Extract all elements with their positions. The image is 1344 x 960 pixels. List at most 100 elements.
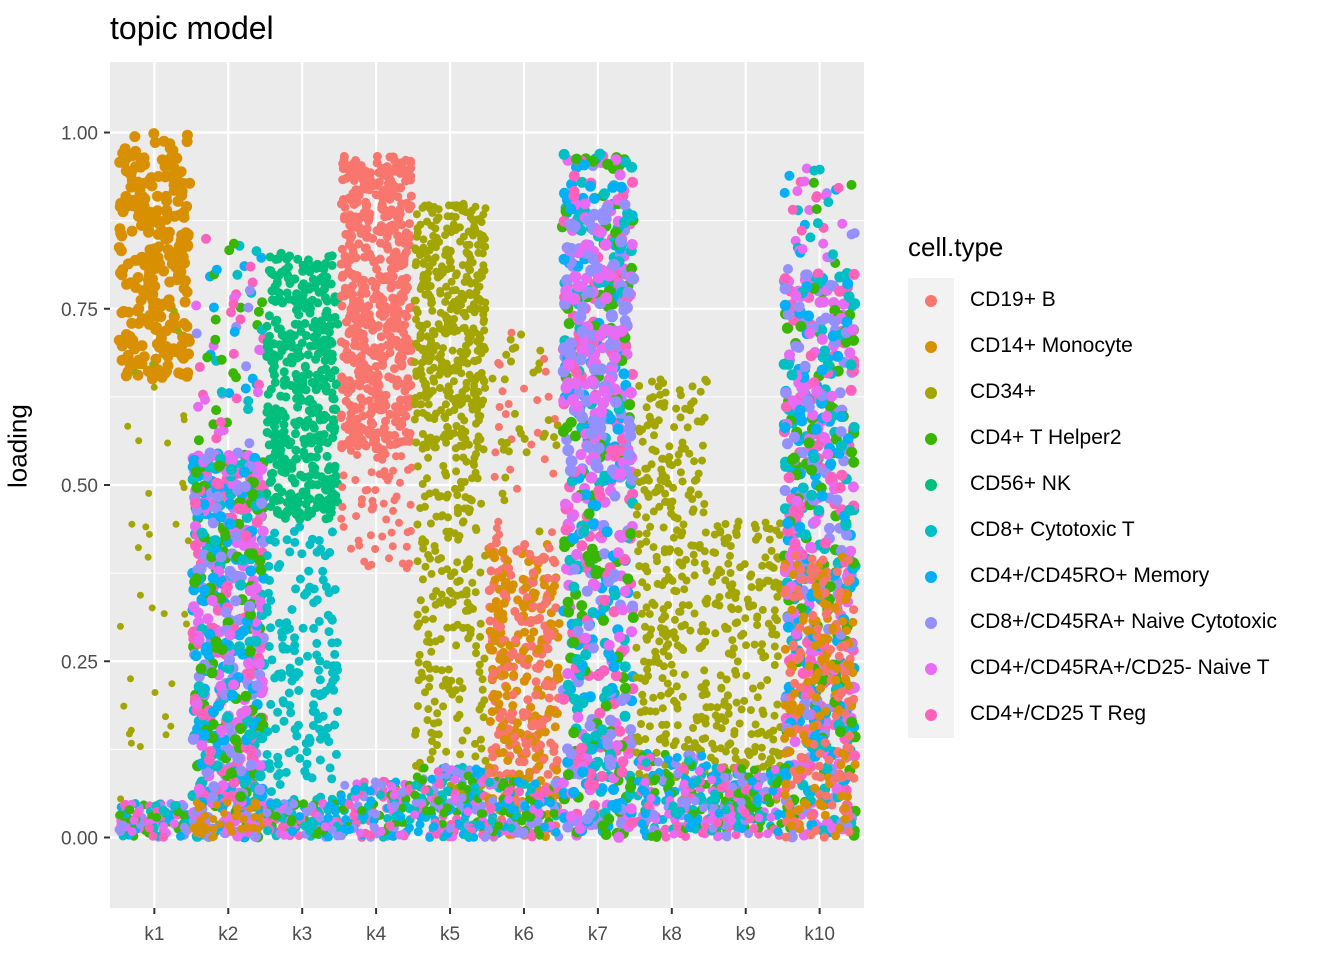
data-point (181, 286, 193, 298)
data-point (271, 724, 280, 734)
data-point (254, 770, 266, 782)
data-point (520, 384, 528, 393)
data-point (323, 438, 332, 448)
data-point (345, 824, 355, 834)
data-point (208, 302, 219, 313)
data-point (332, 661, 342, 671)
data-point (444, 665, 453, 674)
data-point (471, 588, 480, 597)
data-point (540, 455, 549, 464)
data-point (528, 568, 538, 578)
data-point (193, 783, 205, 795)
data-point (513, 828, 523, 838)
data-point (190, 540, 201, 552)
data-point (389, 790, 399, 800)
data-point (285, 547, 295, 557)
data-point (392, 381, 402, 391)
data-point (118, 820, 128, 830)
data-point (269, 361, 279, 371)
data-point (160, 610, 168, 618)
data-point (295, 574, 305, 584)
data-point (310, 341, 319, 350)
data-point (413, 610, 422, 619)
data-point (152, 205, 163, 217)
data-point (546, 738, 556, 748)
data-point (134, 544, 142, 552)
data-point (346, 255, 356, 265)
data-point (552, 756, 562, 765)
data-point (244, 438, 255, 449)
data-point (325, 800, 335, 810)
data-point (488, 668, 498, 678)
data-point (544, 392, 553, 401)
data-point (125, 277, 136, 289)
data-point (340, 780, 350, 790)
data-point (180, 227, 192, 239)
data-point (278, 408, 288, 418)
data-point (508, 690, 518, 700)
data-point (426, 554, 434, 563)
data-point (354, 536, 363, 545)
data-point (456, 750, 465, 759)
data-point (222, 711, 233, 723)
data-point (189, 497, 201, 509)
data-point (402, 397, 412, 407)
data-point (434, 730, 443, 739)
data-point (313, 349, 323, 359)
data-point (170, 346, 181, 358)
data-point (315, 675, 325, 685)
data-point (176, 190, 188, 201)
data-point (604, 338, 617, 351)
data-point (562, 444, 575, 457)
data-point (162, 360, 174, 372)
data-point (320, 822, 330, 832)
data-point (324, 279, 334, 289)
data-point (307, 773, 317, 783)
data-point (147, 216, 159, 228)
data-point (378, 532, 387, 541)
data-point (522, 448, 531, 457)
data-point (461, 312, 470, 321)
data-point (267, 655, 277, 665)
data-point (340, 422, 350, 432)
data-point (228, 298, 239, 309)
data-point (486, 585, 495, 595)
data-point (192, 828, 201, 837)
data-point (337, 440, 347, 450)
data-point (303, 651, 312, 661)
data-point (619, 585, 631, 597)
data-point (262, 603, 272, 613)
data-point (410, 810, 420, 820)
data-point (124, 422, 132, 430)
data-point (325, 763, 335, 773)
data-point (355, 298, 365, 308)
data-point (220, 606, 232, 618)
data-point (162, 713, 169, 721)
data-point (495, 403, 504, 411)
data-point (127, 194, 139, 206)
data-point (302, 747, 312, 757)
data-point (313, 259, 322, 269)
data-point (234, 723, 246, 734)
data-point (245, 745, 257, 757)
data-point (391, 402, 400, 412)
data-point (363, 486, 372, 494)
data-point (431, 253, 440, 262)
data-point (450, 775, 460, 785)
data-point (495, 654, 505, 664)
data-point (287, 342, 297, 352)
data-point (501, 473, 510, 482)
data-point (207, 572, 219, 584)
data-point (196, 816, 205, 825)
data-point (304, 506, 314, 516)
data-point (434, 205, 443, 214)
data-point (181, 610, 189, 618)
data-point (191, 300, 202, 311)
data-point (339, 522, 348, 531)
data-point (599, 594, 611, 606)
data-point (216, 644, 228, 655)
data-point (355, 365, 365, 375)
data-point (279, 367, 289, 377)
data-point (598, 614, 609, 626)
data-point (383, 476, 392, 485)
